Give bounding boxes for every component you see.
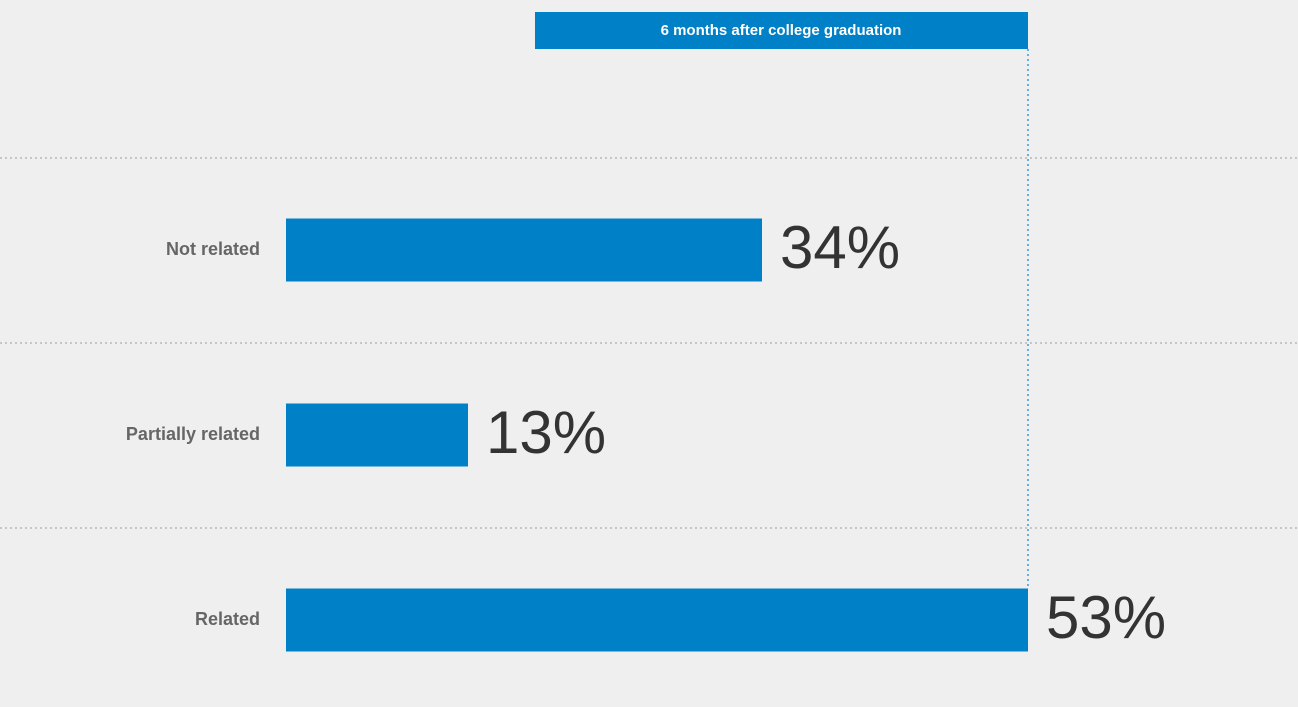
chart-title: 6 months after college graduation (661, 22, 902, 39)
category-label: Not related (166, 239, 260, 259)
bar (286, 403, 468, 467)
value-label: 53% (1046, 584, 1166, 651)
value-label: 13% (486, 399, 606, 466)
value-label: 34% (780, 214, 900, 281)
bar (286, 588, 1028, 652)
bar (286, 218, 762, 282)
title-box (535, 12, 1028, 49)
category-label: Partially related (126, 424, 260, 444)
category-label: Related (195, 609, 260, 629)
